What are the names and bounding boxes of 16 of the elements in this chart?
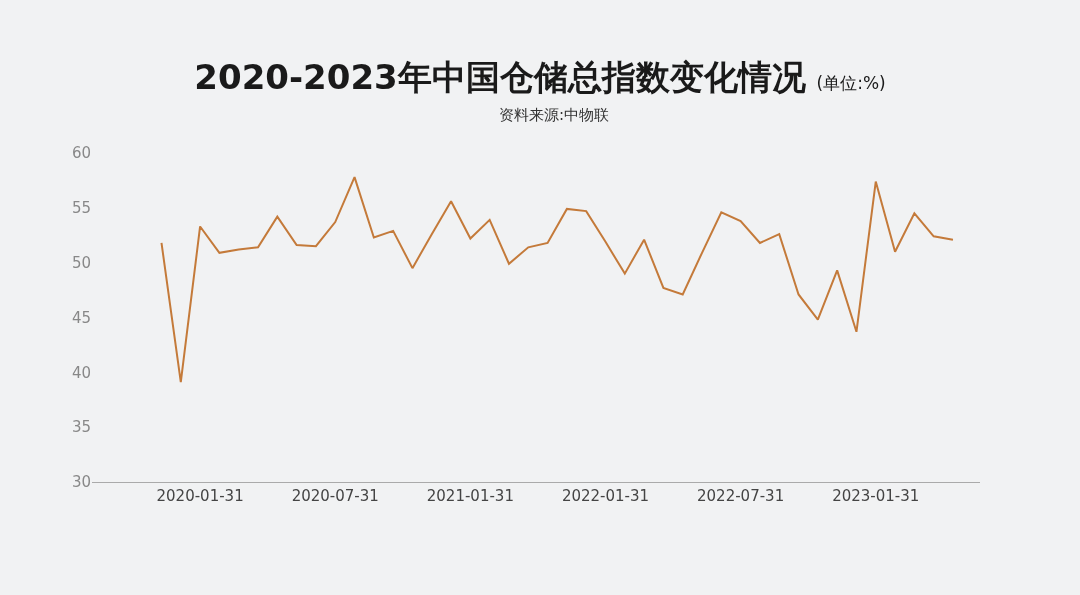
y-tick-label: 55: [71, 199, 91, 218]
line-series: [160, 176, 954, 384]
y-tick-label: 30: [71, 473, 91, 492]
x-tick-label: 2022-07-31: [697, 487, 785, 505]
x-tick-label: 2020-01-31: [156, 487, 244, 505]
y-tick-label: 45: [71, 308, 91, 327]
y-tick-label: 50: [71, 253, 91, 272]
x-tick-label: 2020-07-31: [291, 487, 379, 505]
y-tick-label: 35: [71, 418, 91, 437]
y-tick-label: 40: [71, 363, 91, 382]
y-tick-label: 60: [71, 144, 91, 163]
x-tick-label: 2021-01-31: [426, 487, 514, 505]
chart-title: 2020-2023年中国仓储总指数变化情况 (单位:%): [194, 57, 886, 98]
x-tick-label: 2023-01-31: [832, 487, 920, 505]
text: 资料来源:中物联: [499, 106, 610, 124]
x-tick-label: 2022-01-31: [561, 487, 650, 505]
